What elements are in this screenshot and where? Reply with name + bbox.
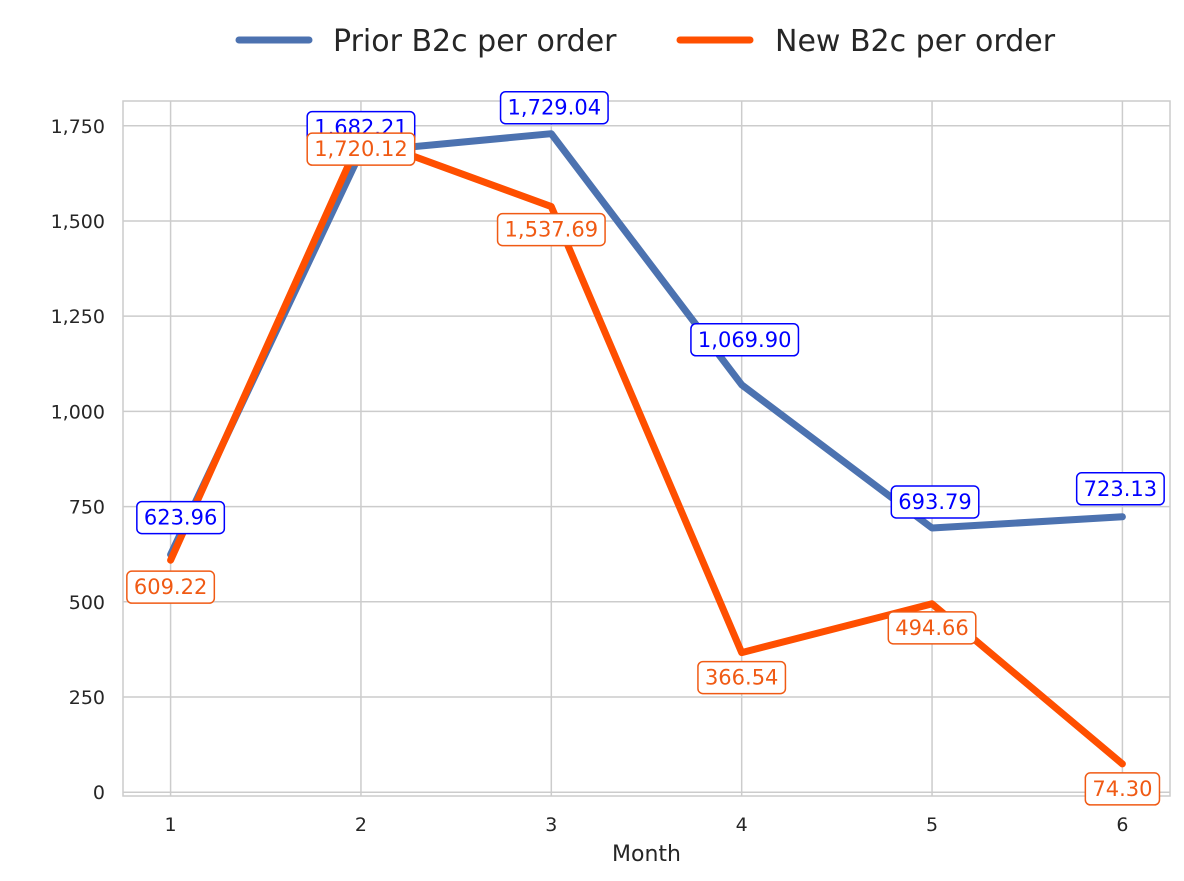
legend: Prior B2c per order New B2c per order — [235, 24, 1056, 59]
legend-label: Prior B2c per order — [333, 24, 617, 59]
legend-item: New B2c per order — [676, 24, 1056, 59]
x-axis-title: Month — [612, 842, 681, 867]
y-tick-label: 1,750 — [51, 116, 105, 138]
data-label: 1,720.12 — [306, 132, 416, 166]
y-tick-label: 1,500 — [51, 211, 105, 233]
data-label: 693.79 — [890, 485, 980, 519]
svg-text:1,069.90: 1,069.90 — [698, 328, 792, 352]
data-label: 1,069.90 — [690, 323, 800, 357]
series-line — [167, 133, 1126, 768]
grid-lines — [123, 101, 1170, 796]
svg-text:366.54: 366.54 — [705, 666, 778, 690]
x-tick-label: 1 — [165, 814, 177, 836]
data-label: 1,537.69 — [496, 212, 606, 247]
data-label: 1,729.04 — [499, 90, 609, 125]
svg-text:1,537.69: 1,537.69 — [505, 218, 599, 242]
x-tick-label: 3 — [545, 814, 557, 836]
data-label: 366.54 — [697, 660, 787, 695]
series-line — [167, 130, 1126, 559]
svg-text:623.96: 623.96 — [144, 506, 217, 530]
data-label: 494.66 — [887, 611, 977, 645]
data-label: 623.96 — [136, 500, 226, 535]
y-axis-ticks: 0 250 500 750 1,000 1,250 1,500 1,750 — [51, 116, 105, 804]
y-tick-label: 250 — [69, 687, 105, 709]
svg-text:1,729.04: 1,729.04 — [508, 96, 602, 120]
svg-text:1,720.12: 1,720.12 — [314, 137, 408, 161]
data-label: 723.13 — [1075, 472, 1165, 506]
svg-text:723.13: 723.13 — [1084, 477, 1157, 501]
y-tick-label: 0 — [93, 782, 105, 804]
svg-text:74.30: 74.30 — [1092, 777, 1152, 801]
legend-item: Prior B2c per order — [235, 24, 617, 59]
y-tick-label: 1,250 — [51, 306, 105, 328]
y-tick-label: 500 — [69, 592, 105, 614]
x-axis-ticks: 1 2 3 4 5 6 — [165, 814, 1129, 836]
x-tick-label: 4 — [736, 814, 748, 836]
series-lines — [167, 130, 1126, 768]
svg-text:693.79: 693.79 — [898, 490, 971, 514]
svg-text:609.22: 609.22 — [134, 575, 207, 599]
svg-text:494.66: 494.66 — [895, 616, 968, 640]
y-tick-label: 1,000 — [51, 401, 105, 423]
plot-frame — [122, 100, 1171, 797]
x-tick-label: 2 — [355, 814, 367, 836]
y-tick-label: 750 — [69, 497, 105, 519]
legend-label: New B2c per order — [775, 24, 1056, 59]
x-tick-label: 6 — [1116, 814, 1128, 836]
data-label: 609.22 — [126, 570, 216, 604]
data-label: 74.30 — [1084, 772, 1161, 806]
x-tick-label: 5 — [926, 814, 938, 836]
data-labels: 623.961,682.211,729.041,069.90693.79723.… — [126, 90, 1165, 806]
